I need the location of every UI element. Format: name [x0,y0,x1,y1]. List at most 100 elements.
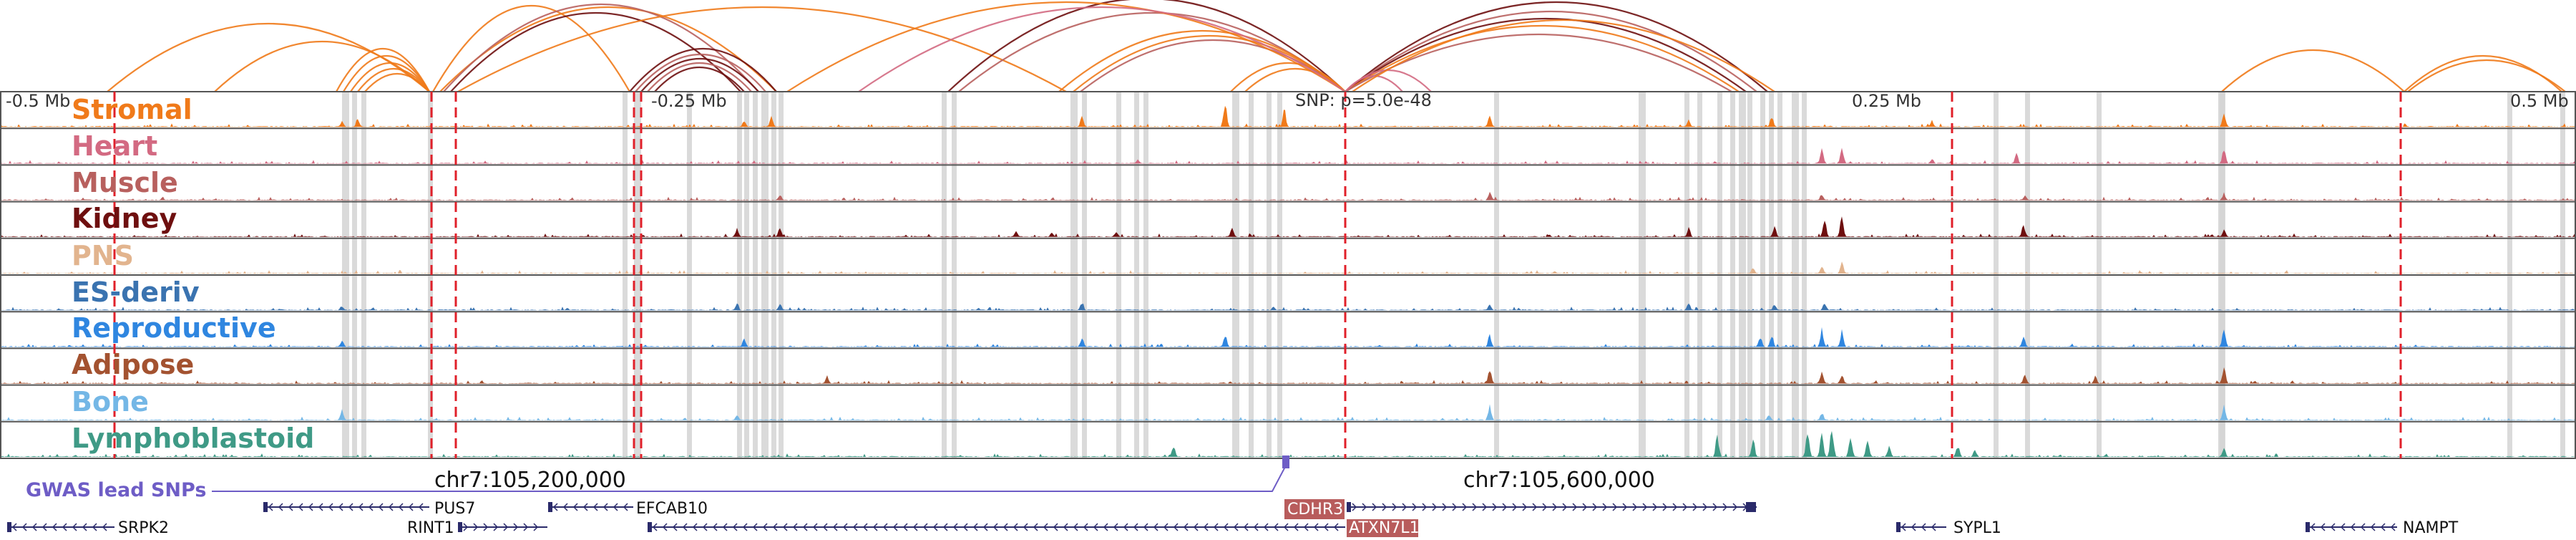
chromatin-loop-arc [1345,34,1732,92]
strand-arrow [2370,523,2376,531]
strand-arrow [1002,523,1008,531]
strand-arrow [418,503,424,511]
signal-track-bone [0,404,2576,420]
chromatin-loop-arc [647,62,752,92]
strand-arrow [1313,523,1319,531]
strand-arrow [1103,523,1108,531]
strand-arrow [523,523,529,531]
strand-arrow [942,523,948,531]
strand-arrow [1592,503,1598,511]
exon-block [7,522,11,532]
track-label-heart: Heart [72,130,157,162]
chromatin-loop-arc [439,6,777,92]
strand-arrow [722,523,728,531]
strand-arrow [1023,523,1028,531]
strand-arrow [1512,503,1518,511]
exon-block [2306,522,2310,532]
strand-arrow [852,523,858,531]
strand-arrow [672,523,678,531]
strand-arrow [318,503,323,511]
strand-arrow [1911,523,1916,531]
strand-arrow [533,523,539,531]
strand-arrow [82,523,87,531]
strand-arrow [882,523,888,531]
chromatin-loop-arc [629,48,777,92]
chromatin-loop-arc [1073,34,1346,92]
strand-arrow [952,523,958,531]
strand-arrow [1362,503,1367,511]
strand-arrow [268,503,273,511]
strand-arrow [1931,523,1936,531]
strand-arrow [1352,503,1357,511]
strand-arrow [782,523,788,531]
strand-arrow [2350,523,2356,531]
axis-tick-label: -0.25 Mb [651,91,727,111]
track-label-stromal: Stromal [72,94,192,125]
strand-arrow [682,523,688,531]
strand-arrow [1123,523,1128,531]
strand-arrow [1143,523,1148,531]
strand-arrow [802,523,808,531]
strand-arrow [872,523,878,531]
strand-arrow [1193,523,1199,531]
strand-arrow [72,523,77,531]
chromatin-loop-arc [654,67,745,92]
chromatin-loop-arc [1345,25,1740,92]
strand-arrow [378,503,384,511]
exon-block [263,502,268,512]
gene-label-pus7: PUS7 [434,500,475,518]
strand-arrow [1542,503,1548,511]
strand-arrow [1722,503,1728,511]
strand-arrow [972,523,978,531]
strand-arrow [1063,523,1068,531]
track-label-reproductive: Reproductive [72,312,276,344]
strand-arrow [52,523,57,531]
signal-track-adipose [0,367,2576,384]
strand-arrow [1612,503,1618,511]
strand-arrow [11,523,17,531]
strand-arrow [842,523,848,531]
strand-arrow [1482,503,1488,511]
axis-tick-label: 0.5 Mb [2510,91,2569,111]
strand-arrow [1662,503,1668,511]
gene-label-srpk2: SRPK2 [118,519,169,537]
strand-arrow [2310,523,2316,531]
strand-arrow [1043,523,1048,531]
exon-block [648,522,652,532]
strand-arrow [348,503,353,511]
chromatin-loop-arc [640,58,759,92]
strand-arrow [493,523,499,531]
signal-track-kidney [0,216,2576,237]
strand-arrow [1093,523,1098,531]
gene-label-nampt: NAMPT [2403,519,2459,537]
strand-arrow [1053,523,1058,531]
strand-arrow [21,523,27,531]
gene-label-cdhr3: CDHR3 [1287,501,1343,519]
signal-track-pns [0,261,2576,274]
gene-label-rint1: RINT1 [407,519,454,537]
track-label-muscle: Muscle [72,167,178,198]
strand-arrow [1372,503,1377,511]
strand-arrow [1572,503,1578,511]
chromatin-loop-arc [858,6,1346,92]
strand-arrow [2360,523,2366,531]
strand-arrow [1532,503,1538,511]
strand-arrow [1382,503,1387,511]
strand-arrow [1462,503,1468,511]
strand-arrow [602,503,608,511]
strand-arrow [1622,503,1628,511]
strand-arrow [2340,523,2346,531]
strand-arrow [1163,523,1169,531]
strand-arrow [1183,523,1189,531]
strand-arrow [962,523,968,531]
strand-arrow [1013,523,1018,531]
strand-arrow [613,503,618,511]
strand-arrow [338,503,343,511]
strand-arrow [2330,523,2336,531]
strand-arrow [2320,523,2326,531]
strand-arrow [562,503,568,511]
chromatin-loop-arc [1345,75,1403,92]
signal-track-es-deriv [0,303,2576,311]
track-label-lymphoblastoid: Lymphoblastoid [72,423,314,454]
